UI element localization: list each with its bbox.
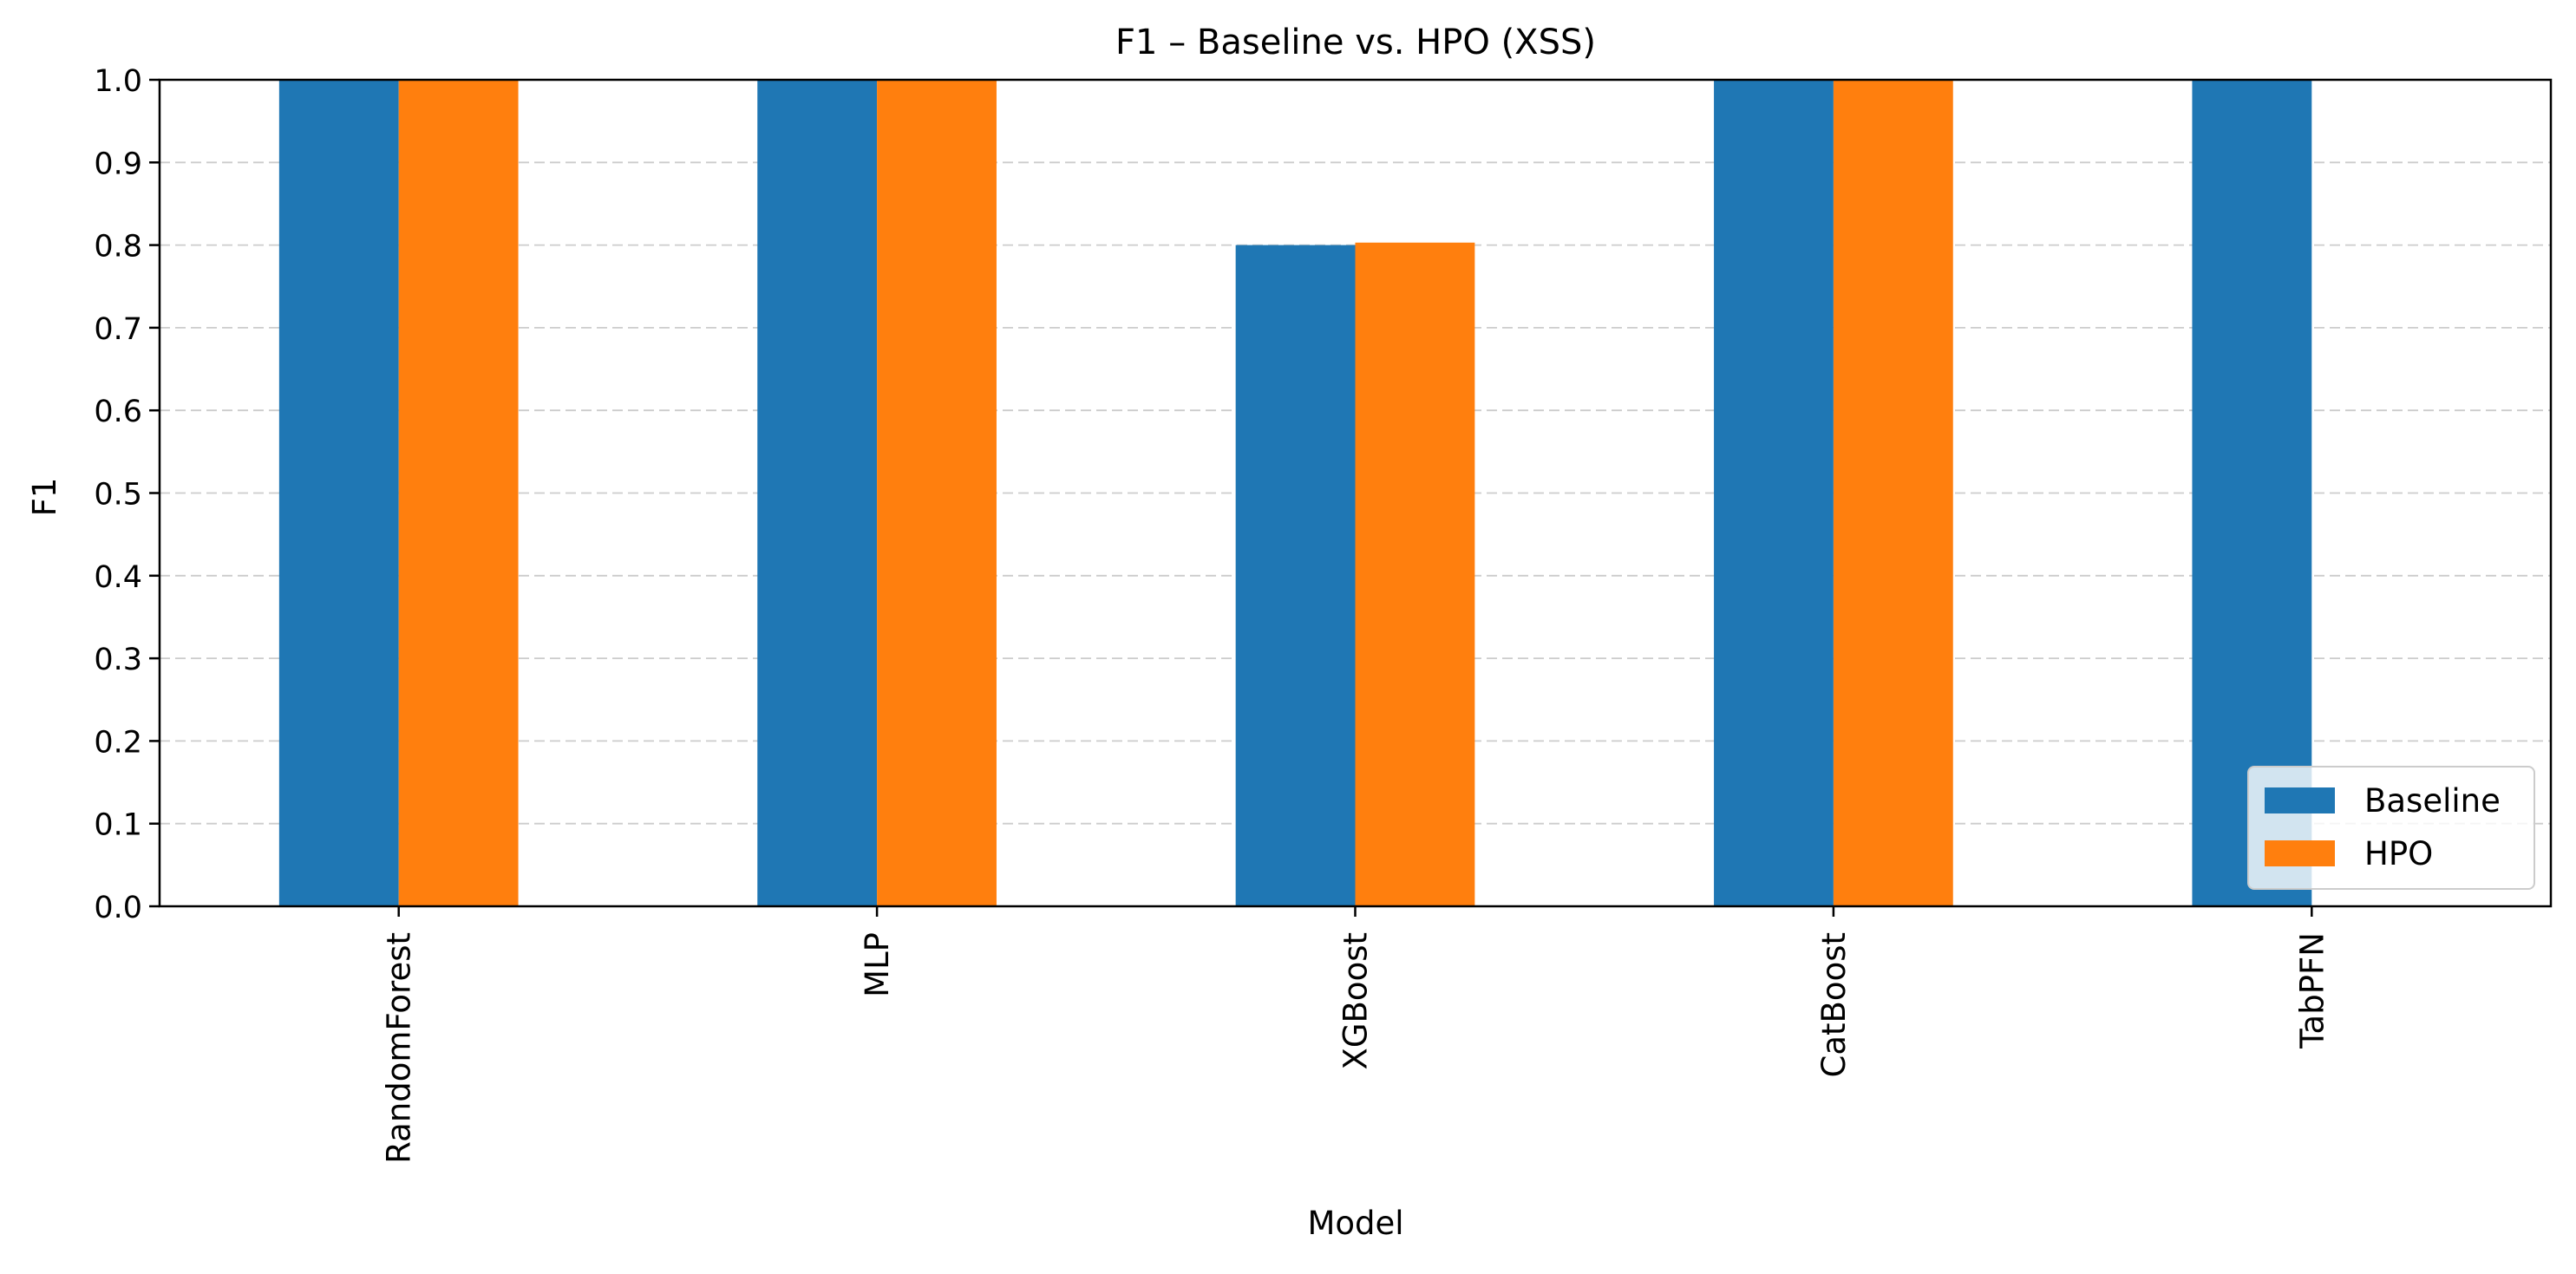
x-tick-label: XGBoost xyxy=(1337,932,1375,1069)
legend-swatch-hpo xyxy=(2265,840,2335,866)
bar-baseline-catboost xyxy=(1714,80,1834,906)
legend-label-baseline: Baseline xyxy=(2364,782,2501,820)
y-tick-label: 0.7 xyxy=(94,312,142,347)
bar-baseline-randomforest xyxy=(278,80,399,906)
y-tick-label: 0.3 xyxy=(94,643,142,677)
y-tick-label: 0.0 xyxy=(94,891,142,925)
y-tick-label: 0.9 xyxy=(94,147,142,181)
x-tick-label: MLP xyxy=(859,932,896,997)
x-tick-label: RandomForest xyxy=(381,932,418,1164)
x-tick-label: CatBoost xyxy=(1815,932,1853,1077)
y-tick-label: 0.5 xyxy=(94,478,142,513)
y-axis-label: F1 xyxy=(26,478,63,517)
bar-hpo-mlp xyxy=(877,80,997,906)
bar-hpo-xgboost xyxy=(1355,242,1475,907)
legend-swatch-baseline xyxy=(2265,787,2335,813)
y-tick-label: 0.1 xyxy=(94,808,142,843)
x-tick-label: TabPFN xyxy=(2293,932,2331,1049)
legend: Baseline HPO xyxy=(2247,766,2535,890)
x-axis-label: Model xyxy=(1307,1205,1403,1242)
chart-title: F1 – Baseline vs. HPO (XSS) xyxy=(1115,23,1596,62)
y-tick-label: 0.8 xyxy=(94,230,142,265)
bar-baseline-xgboost xyxy=(1235,245,1356,907)
y-tick-label: 0.4 xyxy=(94,560,142,595)
legend-label-hpo: HPO xyxy=(2364,835,2433,872)
bar-baseline-mlp xyxy=(757,80,878,906)
x-axis: RandomForest MLP XGBoost CatBoost TabPFN xyxy=(381,906,2331,1164)
y-tick-label: 0.6 xyxy=(94,395,142,429)
y-tick-label: 0.2 xyxy=(94,725,142,760)
y-tick-label: 1.0 xyxy=(94,64,142,99)
y-axis: 0.0 0.1 0.2 0.3 0.4 0.5 0.6 0.7 0.8 0.9 1.0 xyxy=(94,64,160,925)
bar-hpo-catboost xyxy=(1833,80,1953,906)
bars xyxy=(278,80,2312,907)
bar-hpo-randomforest xyxy=(398,80,519,906)
